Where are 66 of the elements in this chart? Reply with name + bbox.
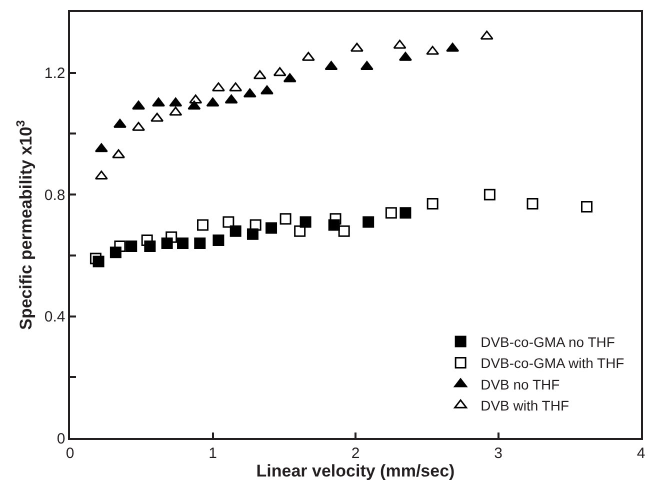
y-tick-label: 1.2 — [44, 65, 66, 82]
point — [166, 231, 178, 243]
point — [206, 98, 220, 107]
point — [90, 252, 102, 264]
point — [94, 143, 108, 152]
point — [230, 225, 242, 237]
y-tick-label: 0.8 — [44, 186, 66, 204]
x-axis-title: Linear velocity (mm/sec) — [256, 462, 455, 481]
point — [189, 94, 202, 104]
x-tick-label: 4 — [636, 444, 646, 462]
point — [150, 112, 164, 122]
point — [169, 106, 182, 116]
point — [426, 198, 438, 210]
point — [360, 61, 374, 70]
point — [581, 200, 593, 212]
point — [132, 122, 146, 131]
point — [526, 198, 538, 210]
point — [283, 73, 296, 82]
y-tick-label: 0.4 — [44, 308, 66, 326]
point — [302, 52, 315, 61]
legend-label: DVB with THF — [480, 398, 570, 414]
point — [132, 100, 146, 110]
legend-label: DVB no THF — [480, 376, 560, 392]
point — [398, 52, 412, 61]
point — [141, 234, 153, 246]
point — [188, 100, 201, 110]
point — [266, 222, 278, 234]
point — [229, 82, 242, 92]
point — [480, 30, 494, 40]
point — [113, 118, 126, 128]
point — [393, 40, 406, 49]
point — [222, 216, 234, 228]
point — [177, 238, 189, 250]
y-tick-label: 0 — [56, 430, 66, 448]
point — [94, 170, 108, 180]
point — [126, 240, 138, 252]
legend-label: DVB-co-GMA no THF — [480, 334, 615, 350]
point — [338, 225, 350, 237]
x-tick-label: 2 — [351, 444, 360, 462]
point — [194, 238, 206, 250]
point — [212, 82, 225, 92]
point — [273, 67, 286, 76]
point — [350, 42, 364, 52]
point — [280, 213, 292, 225]
point — [253, 70, 266, 80]
x-tick-label: 1 — [208, 444, 217, 462]
point — [484, 188, 496, 200]
point — [250, 219, 262, 231]
point — [114, 240, 126, 252]
point — [324, 61, 338, 70]
point — [362, 216, 374, 228]
point — [212, 234, 224, 246]
point — [243, 88, 256, 98]
x-tick-label: 3 — [494, 444, 502, 462]
point — [197, 219, 209, 231]
point — [385, 207, 397, 219]
point — [400, 207, 412, 219]
legend-label: DVB-co-GMA with THF — [480, 355, 624, 372]
point — [169, 98, 182, 107]
point — [294, 225, 306, 237]
point — [300, 216, 312, 228]
point — [446, 42, 460, 52]
point — [112, 149, 126, 158]
point — [330, 213, 342, 225]
point — [426, 46, 440, 55]
point — [224, 94, 238, 104]
